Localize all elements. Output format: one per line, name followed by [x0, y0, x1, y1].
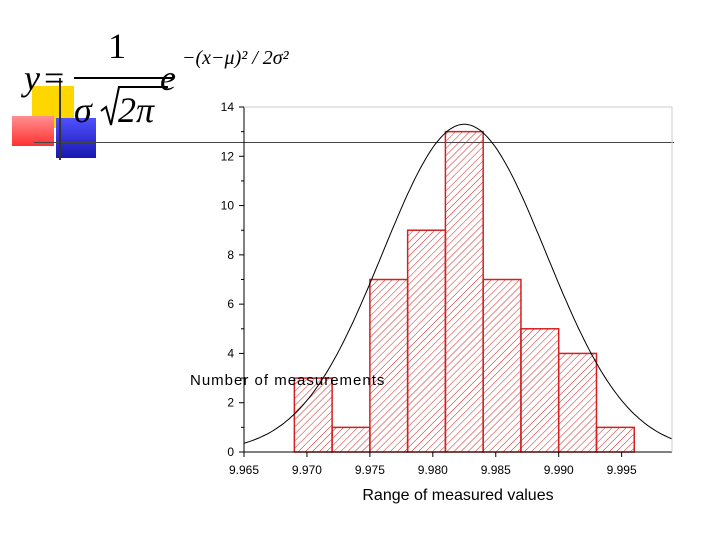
histogram-bar-1: [293, 377, 333, 453]
y-tick-label-5: 10: [221, 199, 235, 213]
x-tick-label-1: 9.970: [292, 463, 322, 477]
fraction-bar: [74, 77, 174, 79]
normal-distribution-formula: y = 1 σ 2π e −(x−μ)² / 2σ²: [18, 25, 318, 165]
y-tick-label-2: 4: [227, 346, 234, 360]
x-tick-label-6: 9.995: [607, 463, 637, 477]
y-tick-label-1: 2: [227, 396, 234, 410]
x-tick-label-3: 9.980: [418, 463, 448, 477]
x-tick-label-2: 9.975: [355, 463, 385, 477]
y-tick-label-4: 8: [227, 248, 234, 262]
formula-sigma: σ: [74, 90, 92, 130]
x-tick-label-4: 9.985: [481, 463, 511, 477]
sqrt-overline: [118, 86, 168, 88]
y-tick-label-0: 0: [227, 445, 234, 459]
formula-lhs: y: [24, 58, 40, 98]
y-tick-label-3: 6: [227, 297, 234, 311]
histogram-bar-5: [444, 130, 484, 453]
histogram-bar-4: [406, 229, 447, 453]
deco-blue-square: [56, 118, 96, 158]
formula-e: e: [160, 58, 176, 98]
histogram-bar-6: [482, 278, 522, 453]
y-tick-label-6: 12: [221, 149, 235, 163]
histogram-bar-9: [595, 426, 635, 453]
deco-vertical-line: [59, 78, 61, 160]
x-tick-label-0: 9.965: [229, 463, 259, 477]
deco-horizontal-line: [34, 142, 674, 143]
formula-numerator: 1: [108, 26, 126, 66]
histogram-bar-3: [369, 278, 409, 453]
deco-red-square: [12, 116, 54, 146]
x-tick-label-5: 9.990: [544, 463, 574, 477]
formula-equals: =: [44, 58, 65, 98]
y-tick-label-7: 14: [221, 100, 235, 114]
sqrt-icon: [100, 85, 120, 134]
y-axis-label: Number of measurements: [190, 372, 386, 389]
x-axis-label: Range of measured values: [362, 487, 553, 504]
histogram-bar-7: [520, 328, 560, 453]
formula-sqrt-content: 2π: [118, 90, 155, 130]
normal-curve: [243, 123, 673, 444]
formula-exponent: −(x−μ)² / 2σ²: [182, 47, 289, 69]
histogram-bar-8: [557, 352, 598, 453]
histogram-bar-2: [331, 426, 371, 453]
